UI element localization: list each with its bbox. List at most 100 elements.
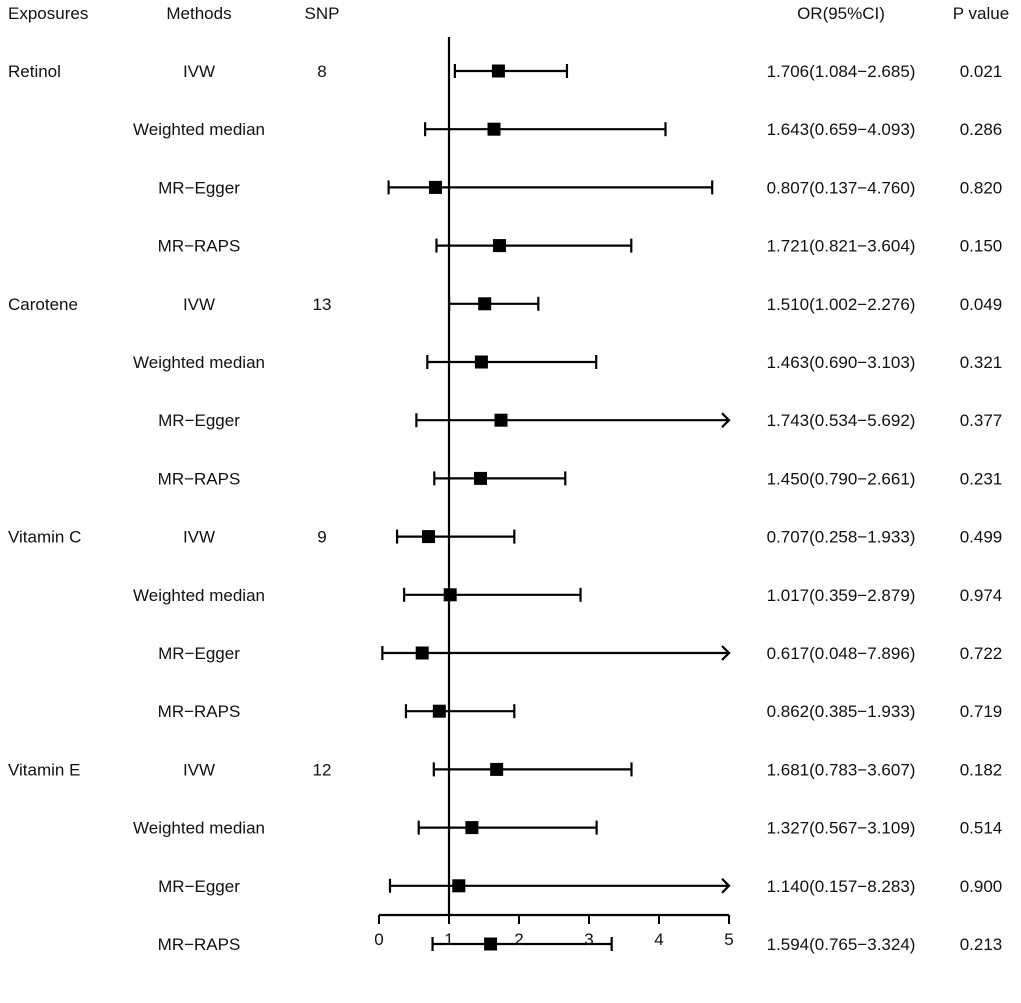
or-ci-value: 1.463(0.690−3.103): [767, 353, 916, 372]
or-point: [484, 937, 498, 951]
p-value: 0.049: [960, 295, 1003, 314]
method-label: Weighted median: [133, 819, 265, 838]
method-label: MR−Egger: [158, 411, 240, 430]
p-value: 0.321: [960, 353, 1003, 372]
method-label: MR−RAPS: [158, 702, 241, 721]
or-point: [428, 180, 442, 194]
p-value: 0.514: [960, 819, 1003, 838]
header-exposures: Exposures: [8, 4, 88, 23]
p-value: 0.231: [960, 469, 1003, 488]
method-label: MR−Egger: [158, 178, 240, 197]
p-value: 0.820: [960, 178, 1003, 197]
or-ci-value: 0.617(0.048−7.896): [767, 644, 916, 663]
p-value: 0.722: [960, 644, 1003, 663]
forest-row: MR−RAPS 1.450(0.790−2.661) 0.231: [158, 469, 1003, 488]
x-tick-label: 5: [724, 930, 733, 949]
forest-row: Retinol 8 IVW 1.706(1.084−2.685) 0.021: [8, 62, 1002, 81]
forest-row: Vitamin C 9 IVW 0.707(0.258−1.933) 0.499: [8, 528, 1002, 547]
method-label: Weighted median: [133, 120, 265, 139]
or-ci-value: 1.706(1.084−2.685): [767, 62, 916, 81]
or-point: [474, 471, 487, 485]
p-value: 0.286: [960, 120, 1003, 139]
p-value: 0.150: [960, 237, 1003, 256]
header-methods: Methods: [166, 4, 231, 23]
or-ci-value: 1.510(1.002−2.276): [767, 295, 916, 314]
p-value: 0.182: [960, 760, 1003, 779]
method-label: Weighted median: [133, 586, 265, 605]
or-ci-value: 1.643(0.659−4.093): [767, 120, 916, 139]
method-label: IVW: [183, 760, 215, 779]
or-point: [465, 821, 479, 835]
forest-row: Weighted median 1.463(0.690−3.103) 0.321: [133, 353, 1002, 372]
or-ci-value: 0.807(0.137−4.760): [767, 178, 916, 197]
forest-row: Weighted median 1.017(0.359−2.879) 0.974: [133, 586, 1002, 605]
forest-row: MR−Egger 1.743(0.534−5.692) 0.377: [158, 411, 1002, 430]
or-point: [443, 588, 457, 602]
or-ci-value: 1.721(0.821−3.604): [767, 237, 916, 256]
x-tick-label: 3: [584, 930, 593, 949]
x-tick-label: 1: [444, 930, 453, 949]
exposure-label: Vitamin E: [8, 760, 80, 779]
forest-row: MR−Egger 0.807(0.137−4.760) 0.820: [158, 178, 1002, 197]
ci-arrow: [721, 645, 731, 661]
or-point: [432, 704, 446, 718]
method-label: MR−Egger: [158, 877, 240, 896]
method-label: Weighted median: [133, 353, 265, 372]
exposure-label: Carotene: [8, 295, 78, 314]
header-or-ci: OR(95%CI): [797, 4, 885, 23]
snp-count: 9: [317, 528, 326, 547]
method-label: IVW: [183, 62, 215, 81]
method-label: MR−RAPS: [158, 469, 241, 488]
or-point: [492, 239, 506, 253]
forest-row: Carotene 13 IVW 1.510(1.002−2.276) 0.049: [8, 295, 1002, 314]
forest-row: MR−Egger 0.617(0.048−7.896) 0.722: [158, 644, 1002, 663]
or-ci-value: 1.327(0.567−3.109): [767, 819, 916, 838]
or-point: [491, 64, 505, 78]
snp-count: 13: [313, 295, 332, 314]
or-point: [452, 879, 466, 893]
method-label: MR−RAPS: [158, 237, 241, 256]
method-label: IVW: [183, 295, 215, 314]
forest-row: MR−RAPS 0.862(0.385−1.933) 0.719: [158, 702, 1003, 721]
or-point: [474, 355, 488, 369]
or-ci-value: 1.743(0.534−5.692): [767, 411, 916, 430]
exposure-label: Retinol: [8, 62, 61, 81]
p-value: 0.377: [960, 411, 1003, 430]
method-label: MR−RAPS: [158, 935, 241, 954]
ci-arrow: [721, 878, 731, 894]
forest-row: Weighted median 1.643(0.659−4.093) 0.286: [133, 120, 1002, 139]
x-tick-label: 2: [514, 930, 523, 949]
snp-count: 12: [313, 760, 332, 779]
method-label: MR−Egger: [158, 644, 240, 663]
or-point: [487, 122, 501, 136]
p-value: 0.213: [960, 935, 1003, 954]
or-ci-value: 0.862(0.385−1.933): [767, 702, 916, 721]
or-point: [490, 762, 504, 776]
forest-row: Weighted median 1.327(0.567−3.109) 0.514: [133, 819, 1002, 838]
or-ci-value: 1.681(0.783−3.607): [767, 760, 916, 779]
x-tick-label: 4: [654, 930, 663, 949]
or-ci-value: 1.140(0.157−8.283): [767, 877, 916, 896]
method-label: IVW: [183, 528, 215, 547]
forest-row: MR−RAPS 1.594(0.765−3.324) 0.213: [158, 935, 1003, 954]
or-point: [421, 530, 435, 544]
ci-arrow: [721, 412, 731, 428]
or-ci-value: 1.450(0.790−2.661): [767, 469, 916, 488]
or-ci-value: 1.017(0.359−2.879): [767, 586, 916, 605]
p-value: 0.021: [960, 62, 1003, 81]
x-tick-label: 0: [374, 930, 383, 949]
p-value: 0.719: [960, 702, 1003, 721]
forest-row: Vitamin E 12 IVW 1.681(0.783−3.607) 0.182: [8, 760, 1002, 779]
or-ci-value: 0.707(0.258−1.933): [767, 528, 916, 547]
forest-row: MR−RAPS 1.721(0.821−3.604) 0.150: [158, 237, 1003, 256]
or-point: [478, 297, 492, 311]
header-p-value: P value: [953, 4, 1009, 23]
snp-count: 8: [317, 62, 326, 81]
or-point: [415, 646, 429, 660]
exposure-label: Vitamin C: [8, 528, 81, 547]
or-ci-value: 1.594(0.765−3.324): [767, 935, 916, 954]
header-snp: SNP: [305, 4, 340, 23]
p-value: 0.900: [960, 877, 1003, 896]
p-value: 0.974: [960, 586, 1003, 605]
